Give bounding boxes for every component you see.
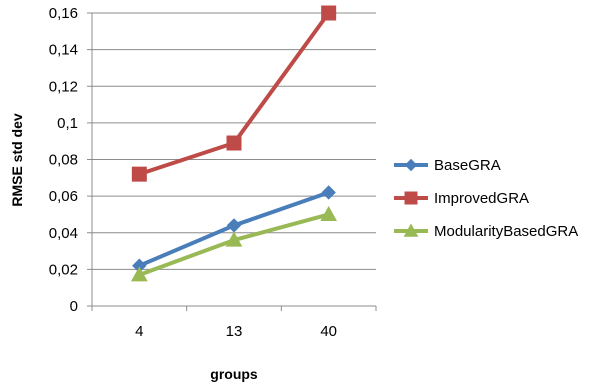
- legend-item: ImprovedGRA: [394, 190, 529, 207]
- y-tick-label: 0,16: [49, 5, 78, 22]
- axes: [87, 12, 377, 311]
- data-point-marker: [321, 5, 337, 21]
- legend-item: ModularityBasedGRA: [394, 223, 578, 240]
- y-axis-title: RMSE std dev: [9, 113, 25, 207]
- data-point-marker: [320, 205, 338, 221]
- y-tick-label: 0,06: [49, 188, 78, 205]
- legend-item: BaseGRA: [394, 157, 501, 174]
- x-tick-label: 13: [226, 323, 243, 340]
- data-point-marker: [131, 166, 147, 182]
- legend-label: BaseGRA: [434, 157, 501, 174]
- data-point-marker: [226, 135, 242, 151]
- y-tick-label: 0,14: [49, 42, 78, 59]
- series-ModularityBasedGRA: [130, 205, 338, 282]
- y-tick-label: 0,08: [49, 152, 78, 169]
- data-point-marker: [226, 218, 242, 233]
- data-point-marker: [403, 223, 419, 237]
- y-tick-label: 0,04: [49, 225, 78, 242]
- data-point-marker: [404, 158, 418, 172]
- y-tick-label: 0,12: [49, 78, 78, 95]
- x-tick-labels: 4 13 40: [135, 323, 337, 340]
- gridlines: [92, 12, 376, 270]
- x-tick-label: 4: [135, 323, 143, 340]
- legend: BaseGRA ImprovedGRA ModularityBasedGRA: [394, 157, 578, 240]
- y-tick-label: 0,1: [57, 115, 78, 132]
- series-ImprovedGRA: [131, 5, 337, 182]
- legend-label: ImprovedGRA: [434, 190, 529, 207]
- series-group: [130, 5, 338, 282]
- data-point-marker: [404, 191, 418, 205]
- y-tick-label: 0,02: [49, 261, 78, 278]
- data-point-marker: [130, 266, 148, 282]
- y-tick-label: 0: [70, 298, 78, 315]
- y-tick-labels: 0 0,02 0,04 0,06 0,08 0,1 0,12 0,14 0,16: [49, 5, 78, 315]
- data-point-marker: [225, 231, 243, 247]
- x-tick-label: 40: [320, 323, 337, 340]
- series-BaseGRA: [132, 185, 336, 273]
- data-point-marker: [321, 185, 336, 200]
- x-axis-title: groups: [210, 366, 258, 382]
- legend-label: ModularityBasedGRA: [434, 223, 578, 240]
